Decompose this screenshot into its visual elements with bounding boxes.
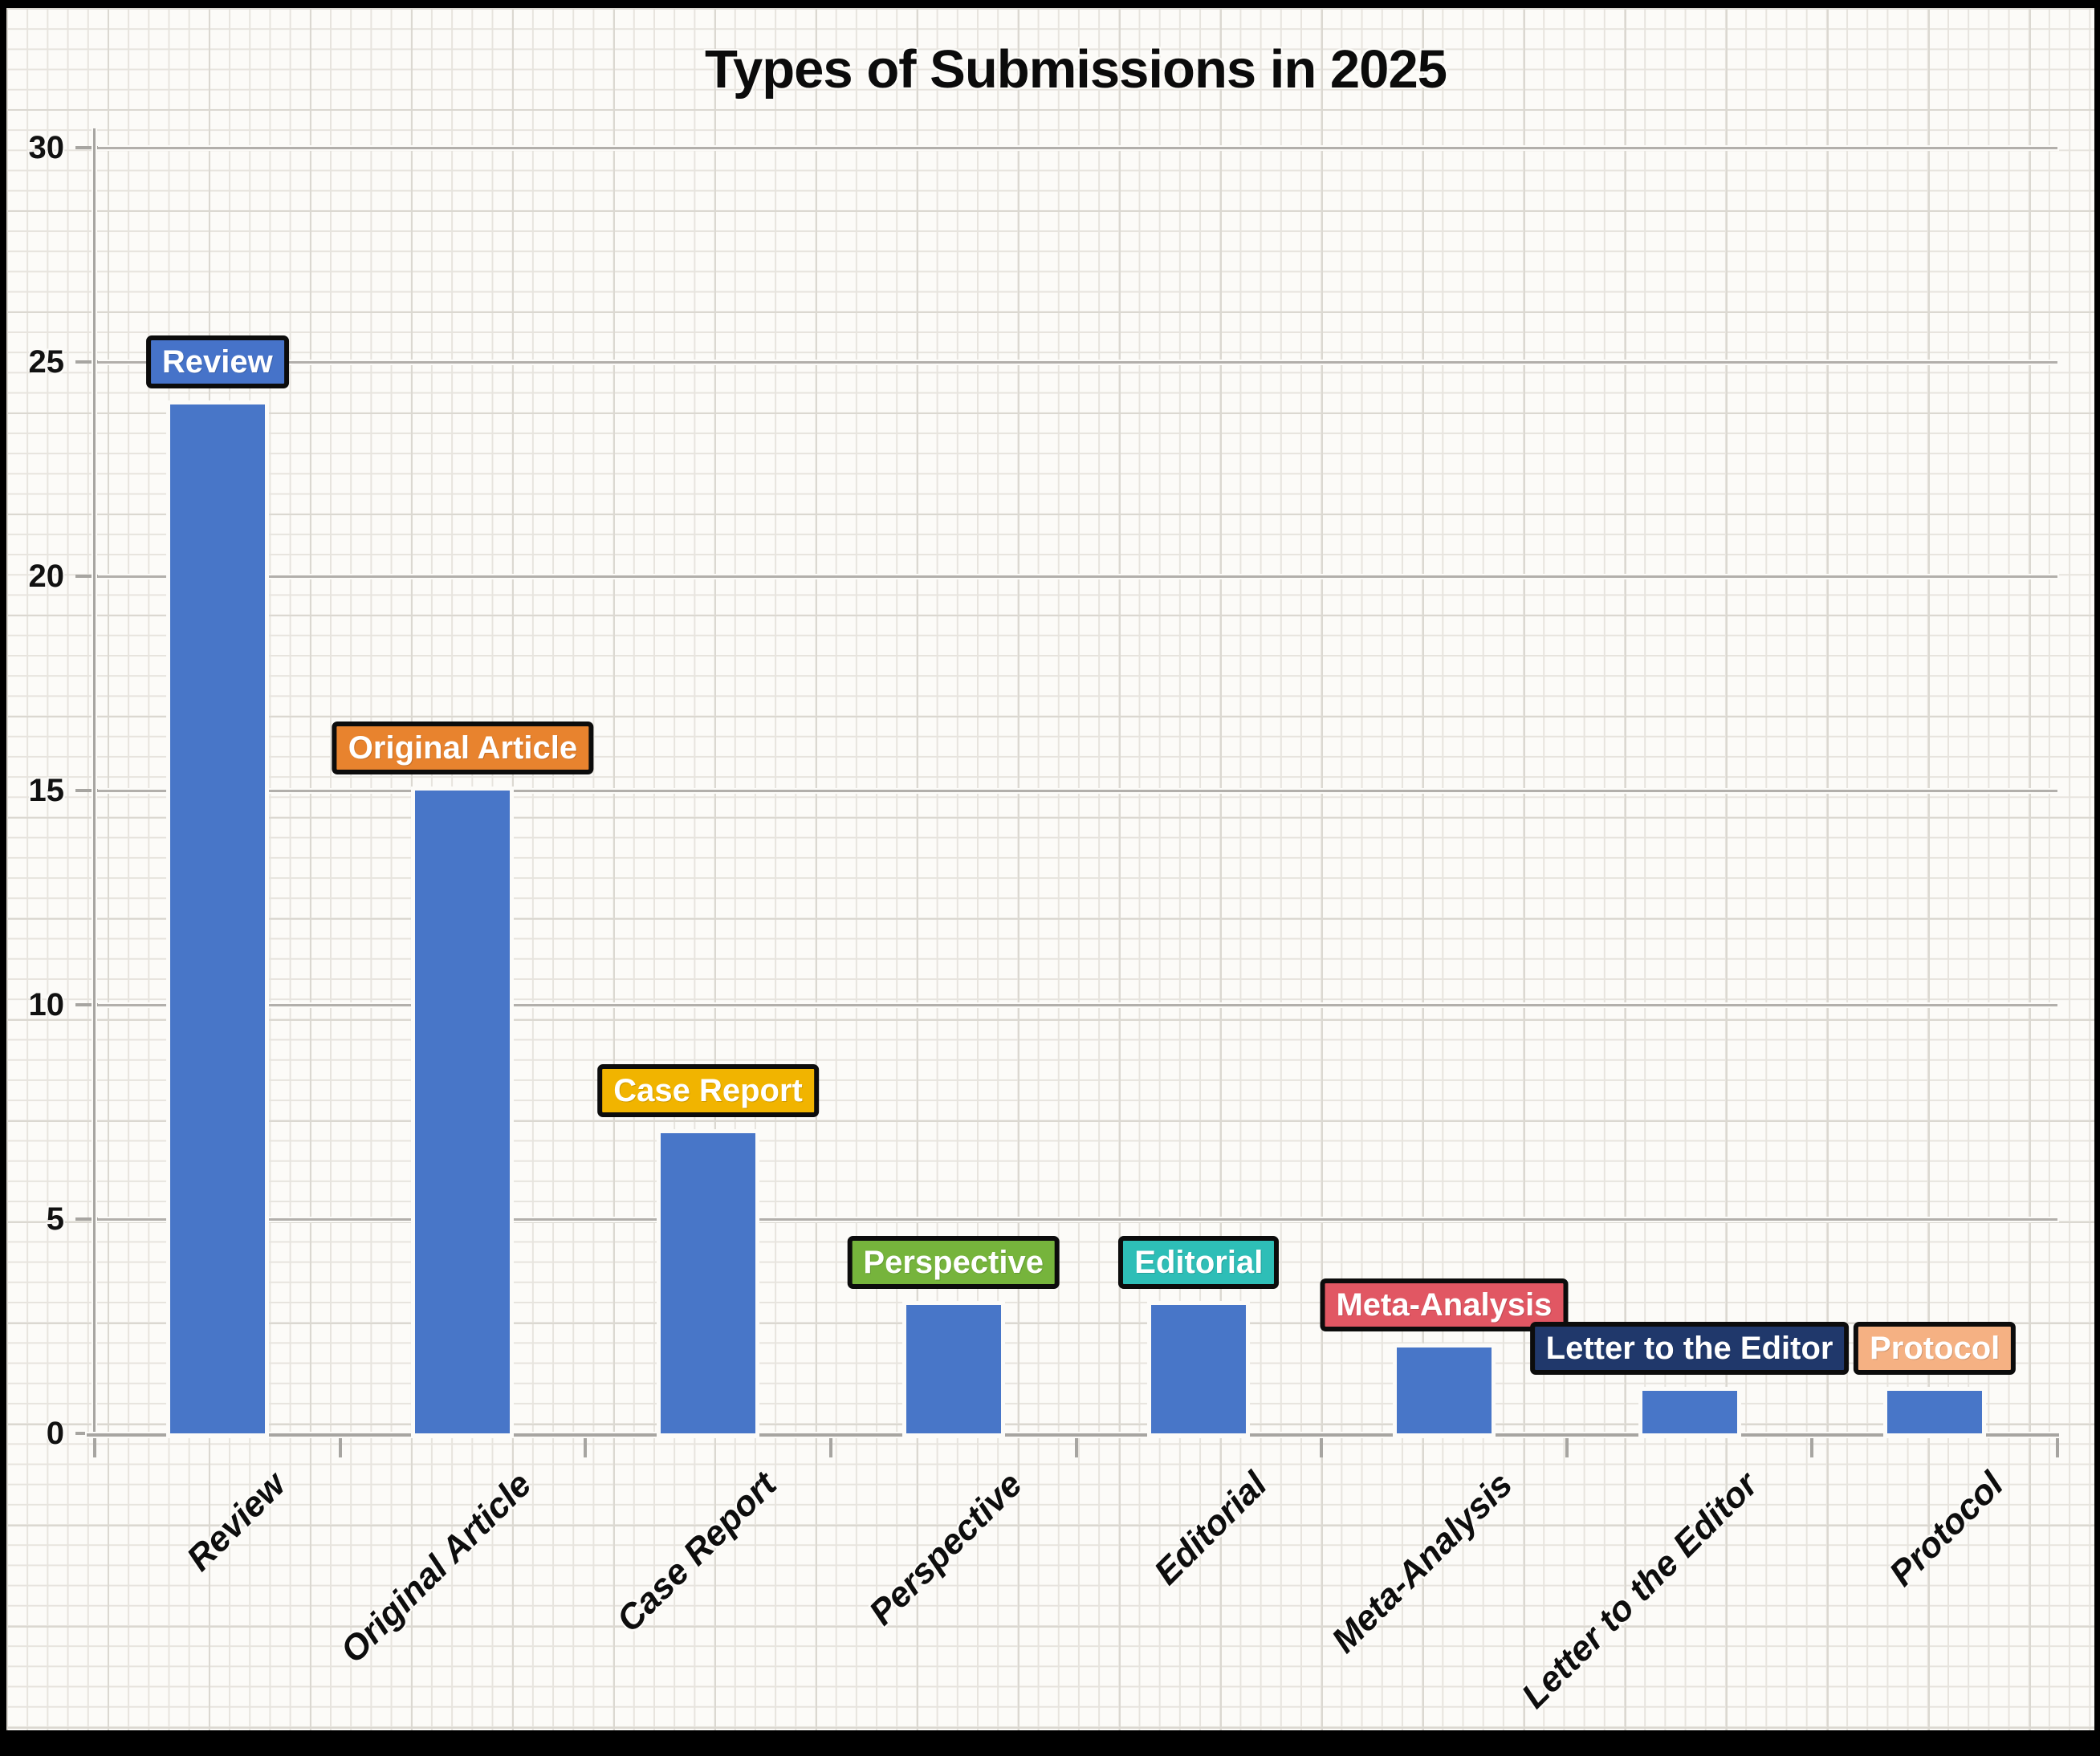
frame-border-left — [0, 0, 6, 1756]
bar-annotation-box: Meta-Analysis — [1320, 1278, 1569, 1332]
y-tick-mark — [75, 789, 98, 792]
y-tick-mark — [75, 360, 98, 364]
y-gridline — [95, 1004, 2057, 1006]
frame-border-right — [2094, 0, 2100, 1756]
y-tick-mark — [75, 575, 98, 578]
y-tick-mark — [75, 146, 98, 149]
x-tick-mark — [1565, 1437, 1569, 1457]
x-tick-mark — [828, 1437, 832, 1457]
x-tick-label: Protocol — [1882, 1465, 2011, 1594]
x-tick-label: Meta-Analysis — [1324, 1465, 1520, 1660]
x-tick-mark — [2056, 1437, 2059, 1457]
bar-annotation-box: Perspective — [847, 1235, 1060, 1289]
bar — [1887, 1390, 1983, 1433]
y-tick-label: 0 — [46, 1416, 64, 1451]
frame-border-bottom — [0, 1730, 2100, 1756]
y-tick-label: 25 — [28, 344, 65, 380]
bar — [906, 1304, 1001, 1433]
bar-annotation-box: Editorial — [1118, 1235, 1280, 1289]
bar — [661, 1133, 756, 1433]
bar-annotation-box: Original Article — [332, 722, 594, 774]
y-tick-mark — [75, 1217, 98, 1221]
y-tick-label: 10 — [28, 987, 65, 1022]
x-tick-mark — [93, 1437, 96, 1457]
bar — [1151, 1304, 1247, 1433]
x-tick-mark — [338, 1437, 342, 1457]
y-gridline — [95, 361, 2057, 364]
y-tick-label: 5 — [46, 1201, 64, 1237]
x-tick-label: Review — [179, 1465, 294, 1579]
x-tick-label: Original Article — [332, 1465, 539, 1671]
bar-annotation-box: Protocol — [1854, 1321, 2017, 1375]
y-gridline — [95, 147, 2057, 149]
x-tick-mark — [1320, 1437, 1324, 1457]
y-tick-label: 20 — [28, 559, 65, 594]
x-tick-label: Case Report — [608, 1465, 784, 1640]
bar-annotation-box: Case Report — [597, 1064, 819, 1118]
y-tick-label: 30 — [28, 130, 65, 165]
bar-annotation-box: Letter to the Editor — [1529, 1321, 1850, 1375]
y-gridline — [95, 790, 2057, 792]
y-tick-label: 15 — [28, 773, 65, 808]
bar — [1396, 1347, 1492, 1433]
x-axis-line — [87, 1433, 2059, 1437]
bar — [415, 791, 511, 1433]
y-axis-line — [93, 128, 96, 1437]
y-gridline — [95, 1218, 2057, 1221]
x-tick-mark — [1074, 1437, 1078, 1457]
x-tick-label: Letter to the Editor — [1514, 1465, 1766, 1716]
bar — [1642, 1390, 1737, 1433]
x-tick-label: Perspective — [861, 1465, 1030, 1633]
x-tick-mark — [584, 1437, 588, 1457]
x-tick-label: Editorial — [1146, 1465, 1275, 1593]
bar-annotation-box: Review — [145, 335, 289, 389]
x-tick-mark — [1810, 1437, 1814, 1457]
bar — [169, 404, 265, 1433]
chart-title: Types of Submissions in 2025 — [705, 39, 1447, 100]
y-gridline — [95, 575, 2057, 578]
y-tick-mark — [75, 1003, 98, 1006]
frame-border-top — [0, 0, 2100, 8]
